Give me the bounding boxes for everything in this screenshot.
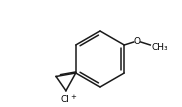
Text: Cl: Cl — [60, 95, 69, 104]
Text: O: O — [134, 36, 141, 45]
Text: CH₃: CH₃ — [151, 42, 168, 51]
Text: +: + — [70, 94, 76, 100]
